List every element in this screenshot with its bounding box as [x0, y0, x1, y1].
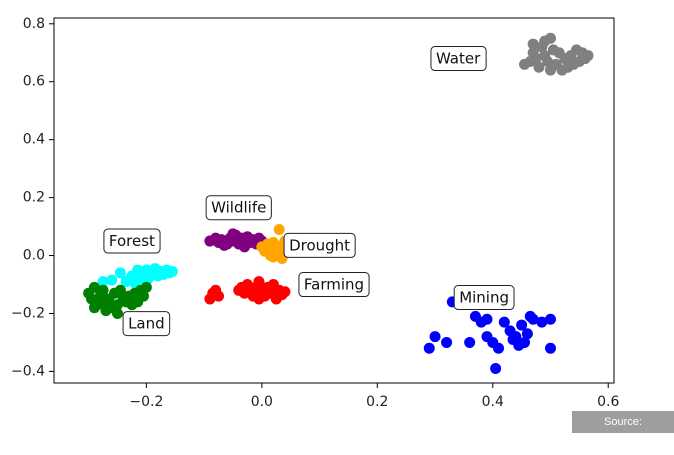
scatter-point [544, 342, 556, 354]
scatter-point [253, 276, 265, 288]
cluster-label-box [430, 46, 487, 72]
source-badge: Source: Omdena.com [572, 411, 674, 450]
scatter-point [114, 267, 126, 279]
scatter-point [530, 53, 542, 65]
scatter-point [441, 336, 453, 348]
scatter-point [533, 61, 545, 73]
scatter-point [510, 331, 522, 343]
scatter-point [498, 316, 510, 328]
x-tick-label: 0.2 [366, 394, 388, 410]
y-tick-label: −0.2 [11, 305, 45, 321]
scatter-point [582, 50, 594, 62]
scatter-point [544, 64, 556, 76]
y-tick-label: 0.4 [23, 132, 45, 148]
x-tick-label: 0.0 [251, 394, 273, 410]
cluster-label-text: Drought [289, 236, 350, 254]
scatter-point [527, 38, 539, 50]
y-tick-label: 0.2 [23, 190, 45, 206]
scatter-point [464, 336, 476, 348]
cluster-label: Mining [453, 285, 515, 311]
scatter-point [166, 265, 178, 277]
cluster-label-text: Water [436, 50, 481, 68]
y-tick-label: 0.0 [23, 248, 45, 264]
cluster-label-box [298, 272, 370, 298]
scatter-point [516, 319, 528, 331]
scatter-point [88, 302, 100, 314]
scatter-point [273, 223, 285, 235]
cluster-label: Land [122, 311, 171, 337]
cluster-label: Water [430, 46, 487, 72]
scatter-point [213, 290, 225, 302]
cluster-label-text: Land [128, 315, 165, 333]
scatter-point [239, 241, 251, 253]
scatter-point [493, 342, 505, 354]
scatter-point [544, 313, 556, 325]
scatter-point [490, 363, 502, 375]
scatter-point [227, 228, 239, 240]
cluster-label-box [103, 228, 161, 254]
y-tick-label: 0.8 [23, 16, 45, 32]
cluster-label-box [453, 285, 515, 311]
scatter-point [527, 313, 539, 325]
labels-layer: Water Wildlife Drought Farming Forest Land Min… [103, 46, 515, 337]
y-tick-label: 0.6 [23, 74, 45, 90]
scatter-point [88, 281, 100, 293]
scatter-point [137, 290, 149, 302]
plot-frame [53, 17, 615, 384]
x-tick-label: 0.4 [482, 394, 504, 410]
scatter-point [140, 281, 152, 293]
scatter-point [97, 276, 109, 288]
cluster-label: Farming [298, 272, 370, 298]
points-layer [83, 32, 594, 375]
axis-ticks: −0.2 0.0 0.2 0.4 0.6 −0.4 −0.2 0.0 0.2 0.4 0.6 0.8 [11, 16, 619, 410]
scatter-point [97, 284, 109, 296]
scatter-point [536, 316, 548, 328]
scatter-point [481, 313, 493, 325]
scatter-point [279, 286, 291, 298]
x-tick-label: −0.2 [129, 394, 163, 410]
scatter-point [218, 239, 230, 251]
y-tick-label: −0.4 [11, 363, 45, 379]
cluster-label-text: Farming [304, 276, 364, 294]
cluster-label-text: Forest [109, 232, 155, 250]
cluster-label-box [205, 195, 272, 221]
cluster-label-box [122, 311, 171, 337]
scatter-point [544, 32, 556, 44]
scatter-point [542, 55, 554, 67]
scatter-point [423, 342, 435, 354]
scatter-point [106, 274, 118, 286]
cluster-label: Forest [103, 228, 161, 254]
x-tick-label: 0.6 [597, 394, 619, 410]
scatter-point [521, 328, 533, 340]
cluster-label: Drought [283, 232, 356, 258]
scatter-point [519, 336, 531, 348]
scatter-point [114, 284, 126, 296]
cluster-label-box [283, 232, 356, 258]
scatter-point [429, 331, 441, 343]
scatter-point [267, 251, 279, 263]
scatter-point [100, 305, 112, 317]
cluster-label-text: Mining [459, 289, 509, 307]
cluster-label-text: Wildlife [211, 199, 266, 217]
cluster-label: Wildlife [205, 195, 272, 221]
scatter-point [253, 293, 265, 305]
scatter-point [112, 307, 124, 319]
scatter-chart: Water Wildlife Drought Farming Forest Land Min… [11, 16, 619, 410]
